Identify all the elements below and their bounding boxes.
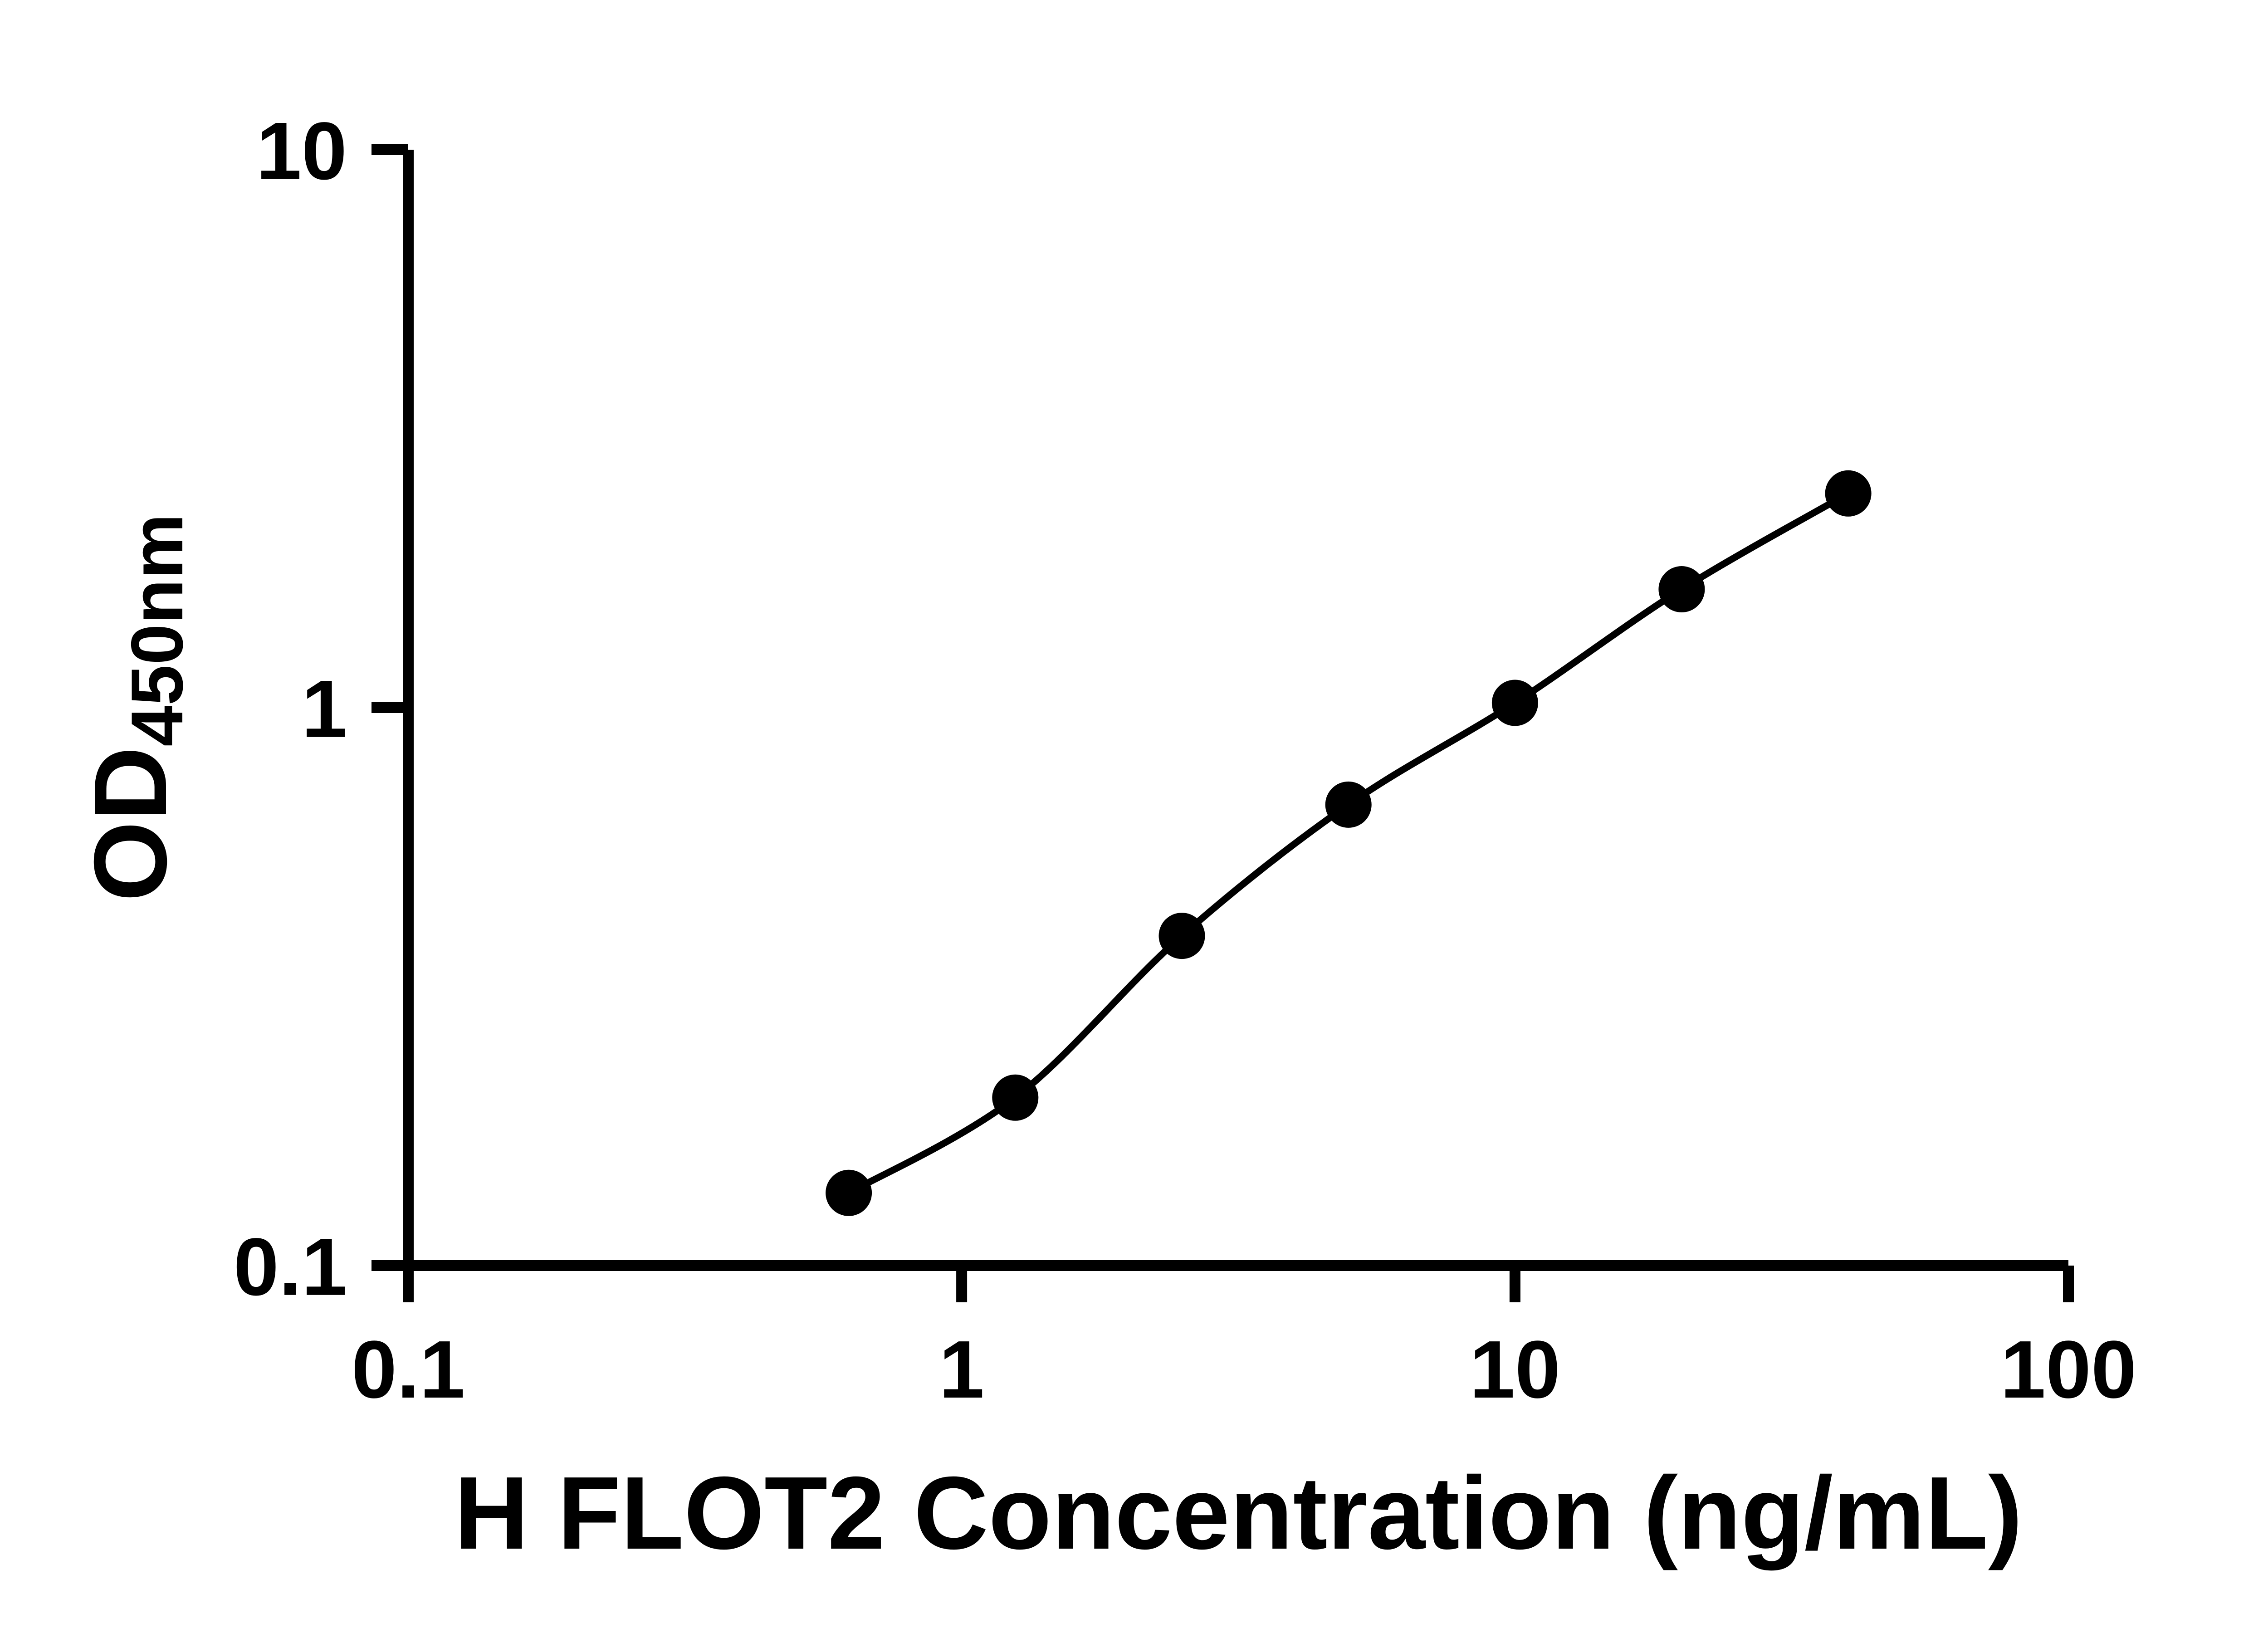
y-tick-label: 10 [256, 106, 347, 197]
x-tick-label: 100 [2000, 1324, 2136, 1415]
y-tick-labels-group: 0.1 1 10 [234, 106, 347, 1313]
y-tick-label: 0.1 [234, 1222, 347, 1313]
data-point [1325, 781, 1372, 828]
x-axis-title: H FLOT2 Concentration (ng/mL) [454, 1456, 2023, 1571]
y-axis-title-sub: 450nm [116, 513, 198, 746]
x-ticks-group [403, 1266, 2074, 1302]
x-tick-labels-group: 0.1 1 10 100 [352, 1324, 2136, 1415]
axis-lines-group [403, 150, 2068, 1271]
x-tick-label: 0.1 [352, 1324, 465, 1415]
data-point [1825, 470, 1872, 517]
plot-area: 0.1 1 10 100 0.1 1 10 [234, 106, 2136, 1415]
data-point [1491, 680, 1538, 726]
y-tick-label: 1 [302, 664, 347, 755]
x-tick-label: 10 [1470, 1324, 1560, 1415]
y-ticks-group [371, 144, 408, 1271]
y-axis-title-main: OD [73, 747, 188, 902]
data-points-group [826, 470, 1872, 1216]
x-tick-label: 1 [939, 1324, 984, 1415]
axis-spine [403, 150, 2068, 1271]
data-point [1658, 566, 1705, 612]
data-point [992, 1074, 1039, 1121]
data-point [826, 1169, 872, 1216]
data-point [1158, 913, 1205, 959]
y-axis-title: OD450nm [73, 513, 198, 901]
